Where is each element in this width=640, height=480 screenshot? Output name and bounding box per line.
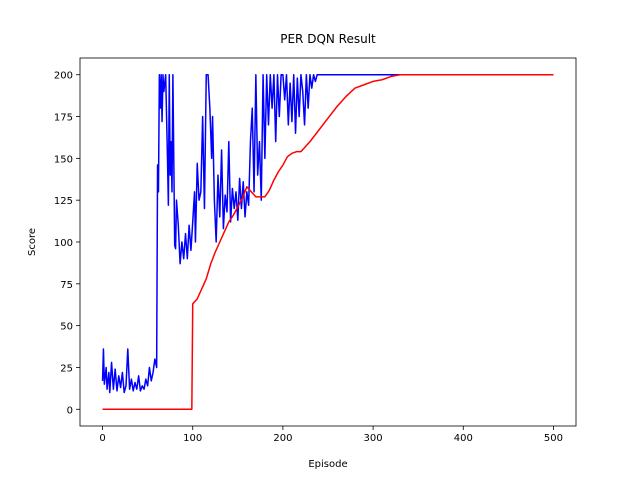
- x-tick-label: 500: [544, 433, 563, 444]
- series-line: [102, 73, 554, 411]
- chart-title: PER DQN Result: [280, 32, 376, 46]
- series-line: [101, 73, 554, 394]
- x-axis-label: Episode: [308, 459, 347, 470]
- y-axis-label: Score: [27, 228, 38, 256]
- y-tick-label: 0: [67, 405, 73, 416]
- x-tick-label: 400: [454, 433, 473, 444]
- y-tick-label: 150: [54, 154, 73, 165]
- y-tick-label: 200: [54, 71, 73, 82]
- y-tick-label: 175: [54, 113, 73, 124]
- x-tick-label: 300: [364, 433, 383, 444]
- x-tick-label: 200: [273, 433, 292, 444]
- x-tick-label: 100: [183, 433, 202, 444]
- x-tick-label: 0: [99, 433, 105, 444]
- plot-frame: [79, 57, 577, 427]
- y-tick-label: 25: [60, 363, 73, 374]
- y-tick-label: 50: [60, 322, 73, 333]
- y-tick-label: 75: [60, 280, 73, 291]
- y-tick-label: 125: [54, 196, 73, 207]
- y-tick-label: 100: [54, 238, 73, 249]
